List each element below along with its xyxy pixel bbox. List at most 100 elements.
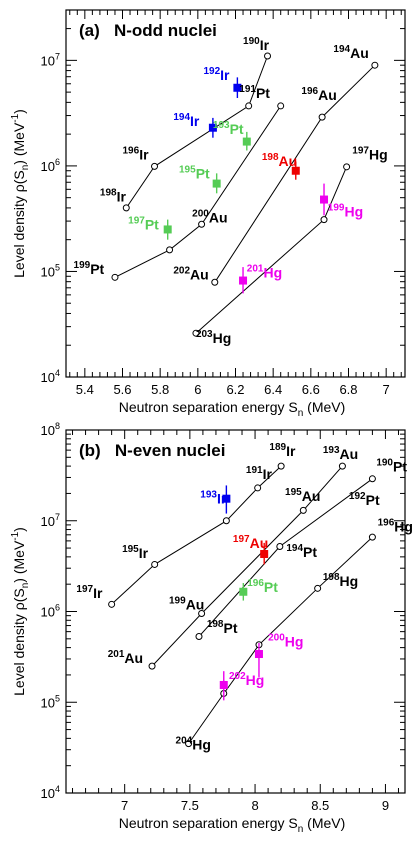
- calculated-point: [368, 533, 376, 541]
- y-tick-label: 107: [41, 512, 60, 529]
- nucleus-label: 202Hg: [229, 671, 264, 688]
- measured-point: [222, 494, 231, 503]
- y-tick-label: 107: [41, 51, 60, 68]
- x-tick-label: 7.5: [181, 798, 199, 813]
- calculated-point: [108, 600, 116, 608]
- panel-title: (a) N-odd nuclei: [79, 21, 217, 40]
- nucleus-label: 192Pt: [349, 491, 380, 508]
- measured-point: [219, 680, 228, 689]
- calculated-point: [122, 204, 130, 212]
- x-axis-label: Neutron separation energy Sn (MeV): [119, 399, 346, 419]
- x-axis-label: Neutron separation energy Sn (MeV): [119, 815, 346, 835]
- nucleus-label: 199Pt: [74, 260, 105, 277]
- calculated-point: [198, 610, 206, 618]
- calculated-point: [151, 560, 159, 568]
- nucleus-label: 203Hg: [196, 329, 231, 346]
- calculated-point: [277, 102, 285, 110]
- nucleus-label: 201Hg: [247, 263, 282, 280]
- nucleus-label: 196Au: [301, 86, 336, 103]
- x-tick-label: 9: [382, 798, 389, 813]
- calculated-point: [318, 113, 326, 121]
- nucleus-label: 204Hg: [176, 736, 211, 753]
- calculated-point: [185, 740, 193, 748]
- nucleus-label: 191Pt: [239, 84, 270, 101]
- nucleus-label: 199Au: [169, 596, 204, 613]
- nucleus-label: 196Hg: [378, 518, 413, 535]
- calculated-point: [198, 220, 206, 228]
- measured-point: [260, 550, 269, 559]
- panel-b-n-even-chart: 7 7.5 8 8.5 9 104 105 106 107 108 Neutron separati…: [10, 421, 413, 835]
- nucleus-label: 200Au: [192, 209, 227, 226]
- y-tick-label: 108: [41, 421, 60, 438]
- nucleus-label: 198Hg: [323, 572, 358, 589]
- nucleus-label: 193Au: [323, 445, 358, 462]
- calculated-point: [264, 52, 272, 60]
- x-tick-label: 5.8: [151, 382, 169, 397]
- nucleus-label: 197Pt: [128, 215, 159, 232]
- y-tick-label: 106: [41, 603, 60, 620]
- y-tick-label: 104: [41, 368, 60, 385]
- measured-point: [291, 166, 300, 175]
- x-tick-label: 7: [121, 798, 128, 813]
- nucleus-label: 194Au: [333, 44, 368, 61]
- x-tick-label: 5.4: [76, 382, 94, 397]
- x-tick-label: 6.8: [339, 382, 357, 397]
- measured-point: [242, 137, 251, 146]
- x-tick-label: 8.5: [311, 798, 329, 813]
- calculated-point: [368, 475, 376, 483]
- nucleus-label: 190Pt: [376, 457, 407, 474]
- calculated-point: [245, 102, 253, 110]
- nucleus-label: 195Pt: [179, 164, 210, 181]
- nucleus-label: 196Ir: [123, 145, 150, 162]
- panel-title: (b) N-even nuclei: [79, 441, 225, 460]
- calculated-point: [148, 662, 156, 670]
- y-axis-label: Level density ρ(Sn) (MeV-1): [10, 527, 31, 696]
- y-tick-label: 105: [41, 262, 60, 279]
- calculated-point: [166, 246, 174, 254]
- nucleus-label: 192Ir: [203, 66, 230, 83]
- nucleus-label: 191Ir: [246, 465, 273, 482]
- nucleus-label: 194Ir: [173, 112, 200, 129]
- calculated-point: [338, 462, 346, 470]
- nucleus-label: 197Hg: [352, 145, 387, 162]
- measured-point: [320, 195, 329, 204]
- calculated-point: [276, 543, 284, 551]
- plot-frame: [65, 429, 406, 794]
- calculated-point: [151, 162, 159, 170]
- x-tick-label: 8: [251, 798, 258, 813]
- x-tick-label: 7: [383, 382, 390, 397]
- nucleus-label: 190Ir: [243, 36, 270, 53]
- calculated-point: [343, 163, 351, 171]
- calculated-point: [277, 462, 285, 470]
- nucleus-label: 194Pt: [286, 543, 317, 560]
- nucleus-label: 189Ir: [269, 442, 296, 459]
- nucleus-label: 198Ir: [100, 188, 127, 205]
- y-axis-label: Level density ρ(Sn) (MeV-1): [10, 109, 31, 278]
- x-tick-label: 6.6: [302, 382, 320, 397]
- x-tick-label: 5.6: [113, 382, 131, 397]
- calculated-point: [254, 484, 262, 492]
- measured-point: [239, 587, 248, 596]
- x-tick-label: 6.2: [226, 382, 244, 397]
- nucleus-label: 193Ir: [200, 489, 227, 506]
- nucleus-label: 195Ir: [122, 544, 149, 561]
- nucleus-label: 198Pt: [207, 619, 238, 636]
- nucleus-label: 197Au: [233, 534, 268, 551]
- measured-point: [212, 179, 221, 188]
- calculated-point: [222, 517, 230, 525]
- y-tick-label: 104: [41, 784, 60, 801]
- x-tick-label: 6.4: [264, 382, 282, 397]
- calculated-point: [111, 273, 119, 281]
- series-line: [114, 105, 282, 278]
- nucleus-label: 197Ir: [76, 584, 103, 601]
- y-tick-label: 106: [41, 157, 60, 174]
- series-line: [125, 55, 268, 209]
- measured-point: [163, 225, 172, 234]
- calculated-point: [371, 61, 379, 69]
- measured-point: [254, 650, 263, 659]
- nucleus-label: 202Au: [173, 265, 208, 282]
- calculated-point: [314, 584, 322, 592]
- series-line: [151, 465, 343, 667]
- calculated-point: [195, 633, 203, 641]
- y-tick-label: 105: [41, 693, 60, 710]
